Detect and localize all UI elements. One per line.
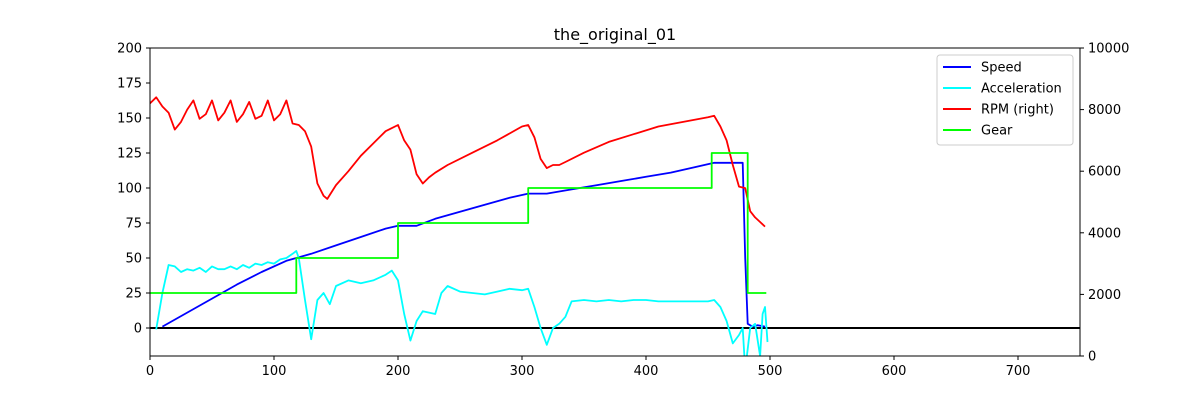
y2-tick-label: 10000: [1088, 42, 1129, 57]
y-tick-label: 175: [117, 77, 142, 92]
legend-label: Speed: [981, 61, 1022, 76]
y-tick-label: 100: [117, 182, 142, 197]
x-tick-label: 200: [386, 364, 411, 379]
y2-tick-label: 0: [1088, 350, 1096, 365]
x-tick-label: 100: [262, 364, 287, 379]
plot-frame: [149, 47, 1081, 357]
y-tick-label: 125: [117, 147, 142, 162]
x-tick-label: 300: [510, 364, 535, 379]
series-line-speed: [161, 161, 766, 328]
y-tick-label: 25: [125, 287, 142, 302]
x-tick-label: 600: [882, 364, 907, 379]
y-tick-label: 75: [125, 217, 142, 232]
legend-box: [936, 54, 1074, 146]
legend: Speed Acceleration RPM (right) Gear: [936, 54, 1074, 146]
chart-title: the_original_01: [554, 25, 676, 45]
series-line-rpm-right: [150, 96, 766, 228]
y2-tick-label: 6000: [1088, 165, 1121, 180]
series-line-gear: [150, 152, 767, 294]
legend-label: RPM (right): [981, 103, 1054, 118]
x-tick-label: 400: [634, 364, 659, 379]
y-tick-label: 0: [134, 322, 142, 337]
y-tick-label: 200: [117, 42, 142, 57]
y2-tick-label: 2000: [1088, 288, 1121, 303]
plot-area: [150, 96, 1080, 356]
x-tick-label: 500: [758, 364, 783, 379]
series-line-acceleration: [155, 250, 769, 356]
y2-tick-label: 4000: [1088, 226, 1121, 241]
y-tick-label: 50: [125, 252, 142, 267]
legend-label: Acceleration: [981, 82, 1062, 97]
legend-label: Gear: [981, 124, 1013, 139]
y-tick-label: 150: [117, 112, 142, 127]
x-tick-label: 0: [146, 364, 154, 379]
axis-ticks: 0 100 200 300 400 500 600 700 0 25 50 75 100 125 150 17…: [117, 42, 1129, 380]
x-tick-label: 700: [1006, 364, 1031, 379]
y2-tick-label: 8000: [1088, 103, 1121, 118]
